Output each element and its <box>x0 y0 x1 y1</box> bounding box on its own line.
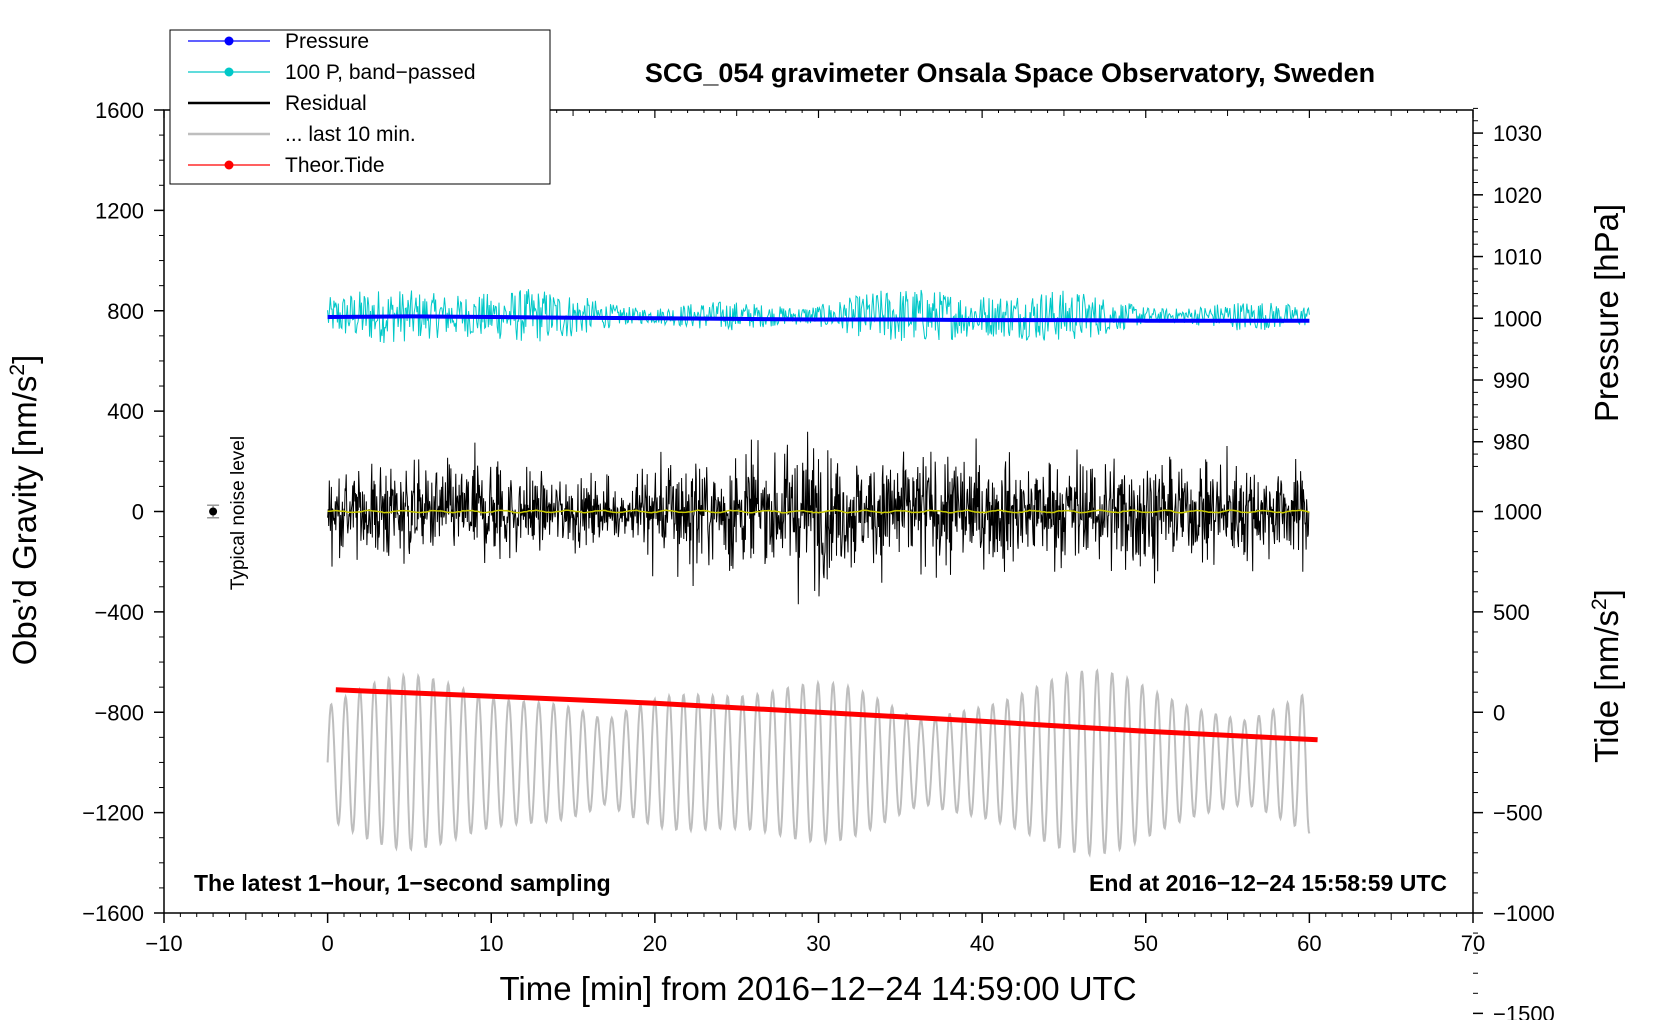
y-axis-label-gravity: Obs’d Gravity [nm/s2] <box>6 355 43 666</box>
y-tick-label: −400 <box>94 600 144 625</box>
pressure-tick-label: 1000 <box>1493 306 1542 331</box>
tide-tick-label: 1000 <box>1493 500 1542 525</box>
x-tick-label: 0 <box>322 931 334 956</box>
y-tick-label: 1200 <box>95 198 144 223</box>
y-axis-label-superscript: 2 <box>6 364 29 376</box>
series-band-passed-pressure <box>327 289 1310 344</box>
series-layer <box>207 289 1318 858</box>
y-tick-label: −1200 <box>82 801 144 826</box>
legend-box <box>169 29 551 185</box>
x-tick-label: 30 <box>806 931 830 956</box>
x-tick-label: 40 <box>970 931 994 956</box>
x-axis-label: Time [min] from 2016−12−24 14:59:00 UTC <box>499 970 1136 1007</box>
pressure-tick-label: 980 <box>1493 430 1530 455</box>
pressure-tick-label: 990 <box>1493 368 1530 393</box>
legend-marker <box>224 67 234 77</box>
noise-level-label: Typical noise level <box>228 436 249 590</box>
y-axis-label-main: Obs’d Gravity [nm/s <box>6 376 43 666</box>
footer-right: End at 2016−12−24 15:58:59 UTC <box>1089 870 1447 896</box>
tide-tick-label: −500 <box>1493 801 1543 826</box>
x-tick-label: 20 <box>643 931 667 956</box>
y-tick-label: 800 <box>107 299 144 324</box>
y-tick-label: −800 <box>94 700 144 725</box>
y-axis-label-pressure: Pressure [hPa] <box>1588 204 1625 422</box>
tide-tick-label: −1000 <box>1493 901 1555 926</box>
pressure-tick-label: 1030 <box>1493 121 1542 146</box>
y-tick-label: −1600 <box>82 901 144 926</box>
noise-level-marker <box>207 504 220 519</box>
tide-label-main: Tide [nm/s <box>1588 610 1625 763</box>
tide-tick-label: 0 <box>1493 700 1505 725</box>
y-tick-label: 400 <box>107 399 144 424</box>
x-tick-label: 50 <box>1134 931 1158 956</box>
legend-label: Theor.Tide <box>285 154 385 177</box>
series-last-10-min <box>326 668 1311 858</box>
y-tick-label: 1600 <box>95 98 144 123</box>
legend-label: Residual <box>285 92 367 115</box>
x-tick-label: 60 <box>1297 931 1321 956</box>
legend-label: Pressure <box>285 30 369 53</box>
legend: Pressure 100 P, band−passed Residual ... la… <box>169 29 551 185</box>
legend-item: ... last 10 min. <box>188 123 416 146</box>
pressure-tick-label: 1020 <box>1493 183 1542 208</box>
chart-title: SCG_054 gravimeter Onsala Space Observat… <box>645 58 1375 88</box>
pressure-tick-label: 1010 <box>1493 245 1542 270</box>
tide-tick-label: −1500 <box>1493 1001 1555 1020</box>
y-axis-label-end: ] <box>6 355 43 364</box>
series-theoretical-tide <box>335 687 1318 743</box>
legend-item: Residual <box>188 92 367 115</box>
tide-label-end: ] <box>1588 589 1625 598</box>
legend-label: ... last 10 min. <box>285 123 416 146</box>
legend-item: Pressure <box>188 30 369 53</box>
legend-marker <box>224 36 234 46</box>
series-residual <box>327 431 1310 605</box>
series-pressure <box>327 314 1310 323</box>
tide-tick-label: 500 <box>1493 600 1530 625</box>
footer-left: The latest 1−hour, 1−second sampling <box>194 870 611 896</box>
legend-marker <box>224 160 234 170</box>
x-tick-label: 70 <box>1461 931 1485 956</box>
x-tick-label: −10 <box>145 931 182 956</box>
legend-label: 100 P, band−passed <box>285 61 476 84</box>
x-tick-label: 10 <box>479 931 503 956</box>
legend-item: 100 P, band−passed <box>188 61 476 84</box>
y-axis-label-tide: Tide [nm/s2] <box>1588 589 1625 763</box>
y-tick-label: 0 <box>132 500 144 525</box>
axes-layer: −10 0 10 20 30 40 50 60 70−1600−1200−800−4000400… <box>82 98 1555 1020</box>
series-residual-mean <box>327 509 1310 514</box>
tide-label-superscript: 2 <box>1588 598 1611 610</box>
legend-item: Theor.Tide <box>188 154 385 177</box>
